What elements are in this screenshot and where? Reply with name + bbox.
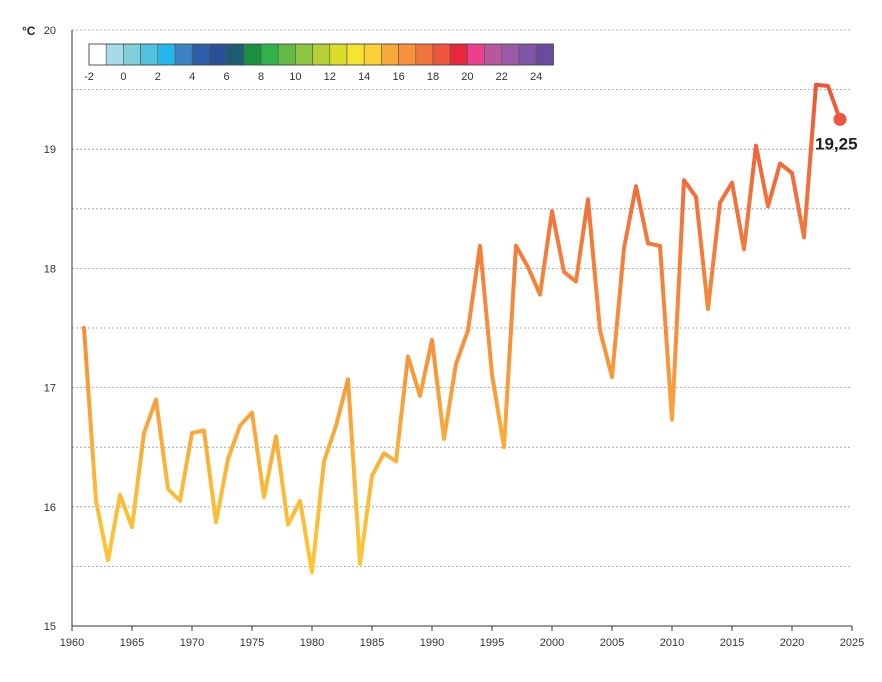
color-scale-label: 16	[392, 71, 404, 83]
end-point-marker	[833, 112, 847, 126]
color-scale-label: 12	[324, 71, 336, 83]
color-scale-swatch	[191, 43, 210, 66]
temperature-series	[82, 82, 842, 575]
color-scale-swatch	[277, 43, 296, 66]
y-gridlines	[72, 29, 852, 567]
color-scale-swatch	[432, 43, 451, 66]
series-line	[82, 82, 842, 575]
y-tick-label: 18	[44, 263, 56, 275]
x-tick-label: 1960	[60, 637, 84, 649]
color-scale-swatch	[518, 43, 537, 66]
x-tick-label: 1965	[120, 637, 144, 649]
x-tick-label: 2005	[600, 637, 624, 649]
color-scale-swatch	[260, 43, 279, 66]
x-tick-label: 2000	[540, 637, 564, 649]
y-tick-label: 15	[44, 621, 56, 633]
color-scale-swatch	[226, 43, 245, 66]
color-scale-swatch	[415, 43, 434, 66]
y-tick-label: 16	[44, 502, 56, 514]
color-scale-swatch	[140, 43, 159, 66]
color-scale-swatch	[243, 43, 262, 66]
color-scale-label: 18	[427, 71, 439, 83]
color-scale-swatch	[88, 43, 107, 66]
y-tick-label: 17	[44, 383, 56, 395]
x-tick-label: 1980	[300, 637, 324, 649]
axes	[71, 30, 852, 627]
x-tick-label: 2010	[660, 637, 684, 649]
y-tick-label: 20	[44, 25, 56, 37]
color-scale-label: 6	[224, 71, 230, 83]
color-scale-swatch	[535, 43, 554, 66]
color-scale-swatch	[312, 43, 331, 66]
color-scale-label: 10	[289, 71, 301, 83]
color-scale-swatch	[105, 43, 124, 66]
y-axis-unit: °C	[22, 24, 36, 38]
color-scale-swatch	[329, 43, 348, 66]
x-tick-label: 1990	[420, 637, 444, 649]
color-scale-swatch	[346, 43, 365, 66]
color-scale-label: 0	[120, 71, 126, 83]
color-scale-swatch	[501, 43, 520, 66]
x-tick-label: 1985	[360, 637, 384, 649]
color-scale-swatch	[467, 43, 485, 66]
color-scale-swatch	[209, 43, 227, 66]
x-tick-label: 2025	[840, 637, 864, 649]
color-scale-swatch	[363, 43, 382, 66]
color-scale-swatch	[398, 43, 417, 66]
color-scale-label: 4	[189, 71, 195, 83]
color-scale-swatch	[381, 43, 399, 66]
color-scale-label: 24	[530, 71, 542, 83]
color-scale-label: 2	[155, 71, 161, 83]
y-tick-labels: 15 16 17 18 19 20	[44, 25, 56, 633]
x-tick-labels: 1960 1965 1970 1975 1980 1985 1990 1995 2000 2005…	[60, 626, 864, 649]
color-scale-swatch	[449, 43, 468, 66]
end-point: 19,25	[815, 112, 858, 153]
x-tick-label: 2020	[780, 637, 804, 649]
y-tick-label: 19	[44, 144, 56, 156]
color-scale-swatch	[174, 43, 193, 66]
color-scale-label: 14	[358, 71, 370, 83]
color-scale-swatch	[123, 43, 141, 66]
color-scale-border	[88, 43, 554, 66]
x-tick-label: 2015	[720, 637, 744, 649]
color-scale-swatch	[295, 43, 313, 66]
color-scale-swatch	[157, 43, 176, 66]
color-scale-label: 22	[496, 71, 508, 83]
color-scale-label: 8	[258, 71, 264, 83]
color-scale-label: -2	[84, 71, 94, 83]
x-tick-label: 1975	[240, 637, 264, 649]
x-tick-label: 1995	[480, 637, 504, 649]
color-scale-label: 20	[461, 71, 473, 83]
end-point-label: 19,25	[815, 134, 858, 153]
color-scale-legend: -2 0 2 4 6 8 10 12 14 16 18 20 22 24	[84, 43, 554, 83]
x-tick-label: 1970	[180, 637, 204, 649]
color-scale-swatch	[484, 43, 503, 66]
